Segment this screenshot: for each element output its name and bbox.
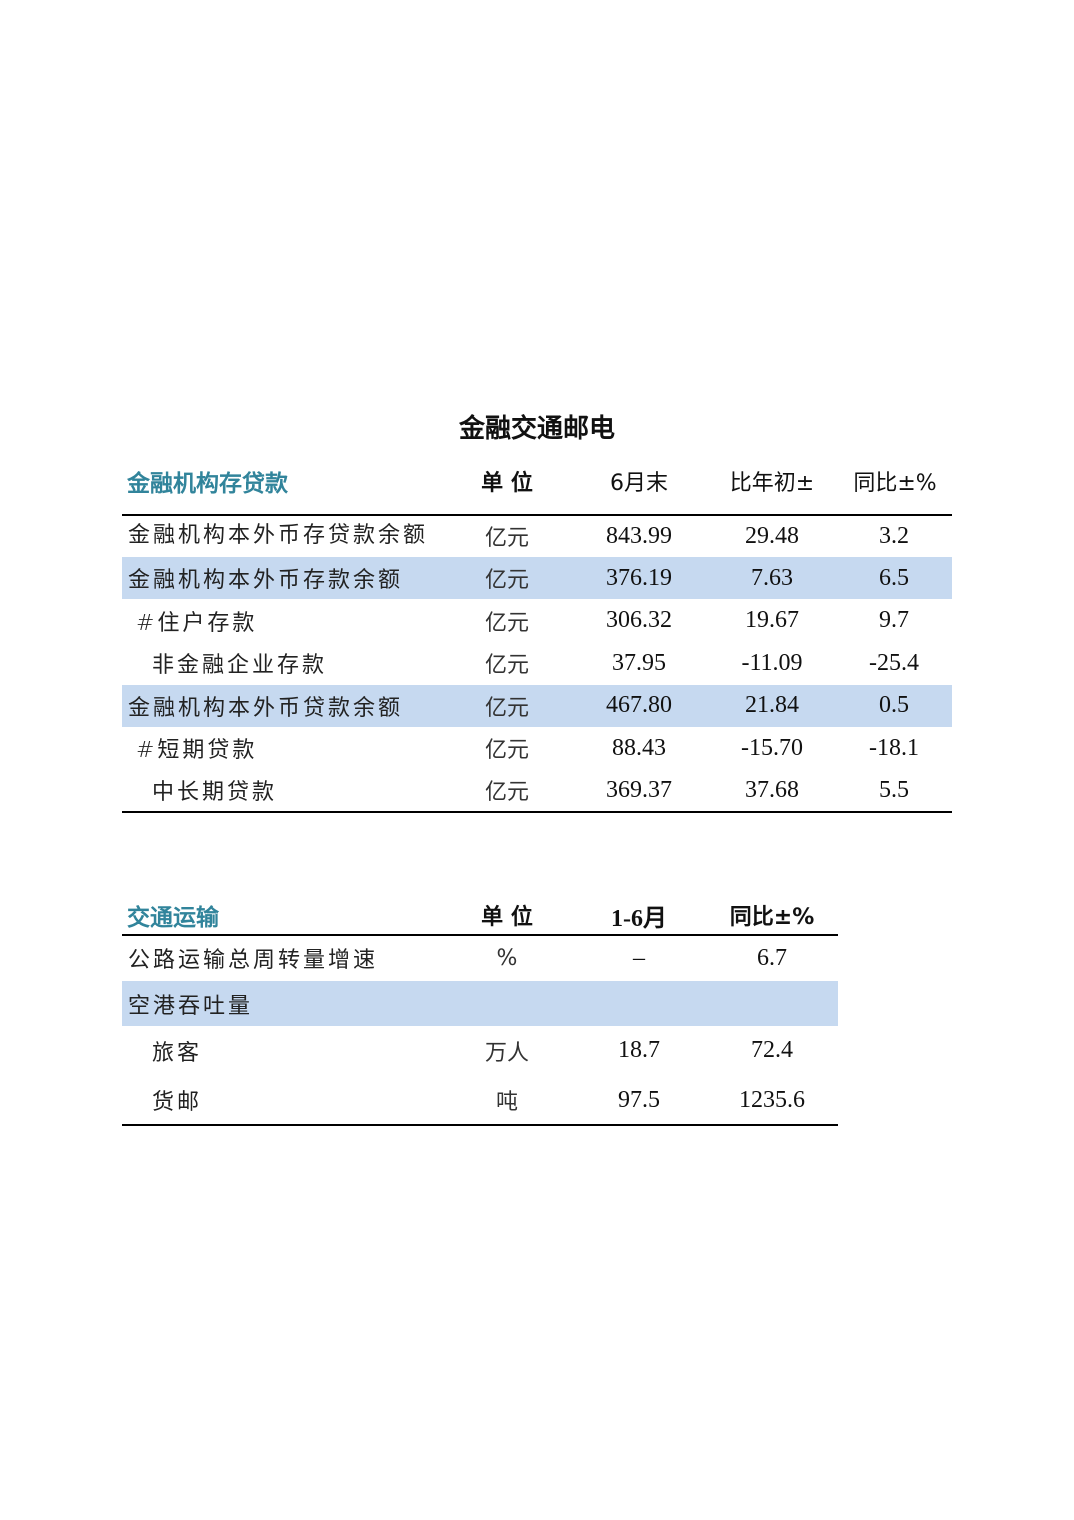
row-since-year-start: 37.68 (745, 776, 799, 803)
row-since-year-start: 19.67 (745, 607, 799, 634)
row-yoy: 72.4 (751, 1037, 793, 1063)
row-label: 公路运输总周转量增速 (128, 948, 379, 973)
table-row: 非金融企业存款 亿元 37.95 -11.09 -25.4 (122, 642, 952, 684)
table-row: 金融机构本外币存款余额 亿元 376.19 7.63 6.5 (122, 557, 952, 600)
row-label: 中长期贷款 (152, 780, 278, 806)
row-yoy: 5.5 (879, 776, 909, 803)
row-unit: 亿元 (484, 695, 530, 721)
row-value: 37.95 (612, 649, 666, 676)
row-since-year-start: 7.63 (751, 564, 793, 591)
row-yoy: 0.5 (879, 692, 909, 719)
row-unit: 亿元 (484, 738, 530, 763)
row-value: – (633, 944, 645, 971)
row-value: 18.7 (618, 1037, 660, 1063)
row-value: 88.43 (612, 734, 666, 761)
divider (122, 811, 952, 813)
row-yoy: 9.7 (879, 607, 909, 634)
row-label: 金融机构本外币存款余额 (128, 568, 404, 594)
row-value: 843.99 (606, 522, 672, 549)
transport-header-row: 交通运输 单 位 1-6月 同比±% (122, 895, 838, 935)
row-yoy: 6.5 (879, 564, 909, 591)
row-label: #住户存款 (136, 610, 258, 636)
row-since-year-start: -11.09 (741, 649, 803, 676)
row-value: 376.19 (606, 564, 672, 591)
row-since-year-start: 21.84 (745, 692, 799, 719)
row-yoy: 1235.6 (739, 1086, 805, 1113)
header-yoy: 同比±% (853, 471, 937, 496)
row-value: 306.32 (606, 607, 672, 634)
table-row: 中长期贷款 亿元 369.37 37.68 5.5 (122, 769, 952, 811)
row-label: 金融机构本外币贷款余额 (128, 695, 404, 721)
divider (122, 1124, 838, 1126)
row-label: #短期贷款 (136, 738, 258, 763)
row-since-year-start: -15.70 (741, 734, 803, 761)
transport-table: 交通运输 单 位 1-6月 同比±% 公路运输总周转量增速% – 6.7 空港吞吐量旅… (122, 895, 838, 1127)
row-value: 97.5 (618, 1086, 660, 1113)
finance-header-row: 金融机构存贷款 单 位 6月末 比年初± 同比±% (122, 458, 952, 504)
row-unit: 亿元 (484, 610, 530, 636)
finance-section-title: 金融机构存贷款 (127, 471, 288, 497)
row-label: 旅客 (152, 1040, 203, 1066)
row-unit: 吨 (495, 1090, 519, 1115)
finance-table: 金融机构存贷款 单 位 6月末 比年初± 同比±% 金融机构本外币存贷款余额 亿元… (122, 458, 952, 814)
row-unit: 亿元 (484, 526, 530, 551)
row-label: 金融机构本外币存贷款余额 (128, 523, 429, 548)
row-unit: % (496, 945, 518, 971)
table-row: #住户存款 亿元 306.32 19.67 9.7 (122, 600, 952, 642)
row-yoy: -18.1 (869, 734, 919, 761)
row-unit: 亿元 (484, 780, 530, 806)
row-label: 非金融企业存款 (152, 653, 328, 679)
row-unit: 万人 (484, 1040, 530, 1066)
row-yoy: -25.4 (869, 649, 919, 676)
table-row: 金融机构本外币贷款余额 亿元 467.80 21.84 0.5 (122, 684, 952, 727)
table-row: 旅客 万人 18.7 72.4 (122, 1026, 838, 1075)
table-row: 公路运输总周转量增速% – 6.7 (122, 936, 838, 980)
row-value: 467.80 (606, 692, 672, 719)
row-unit: 亿元 (484, 653, 530, 679)
table-row: #短期贷款 亿元 88.43 -15.70 -18.1 (122, 727, 952, 769)
header-yoy: 同比±% (729, 905, 815, 930)
table-row: 金融机构本外币存贷款余额 亿元 843.99 29.48 3.2 (122, 515, 952, 557)
row-label: 空港吞吐量 (128, 993, 254, 1019)
row-unit: 亿元 (484, 568, 530, 594)
header-unit: 单 位 (481, 905, 533, 930)
table-row: 货邮 吨 97.5 1235.6 (122, 1076, 838, 1124)
transport-section-title: 交通运输 (127, 905, 219, 931)
row-label: 货邮 (152, 1090, 203, 1115)
divider (122, 934, 838, 936)
divider (122, 514, 952, 516)
row-yoy: 6.7 (757, 944, 787, 971)
header-june-end: 6月末 (610, 471, 668, 496)
row-since-year-start: 29.48 (745, 522, 799, 549)
header-since-year-start: 比年初± (729, 471, 815, 496)
header-jan-jun: 1-6月 (611, 905, 667, 932)
header-unit: 单 位 (481, 471, 533, 496)
page-title: 金融交通邮电 (458, 414, 615, 444)
row-value: 369.37 (606, 776, 672, 803)
row-yoy: 3.2 (879, 522, 909, 549)
table-row: 空港吞吐量 (122, 981, 838, 1026)
